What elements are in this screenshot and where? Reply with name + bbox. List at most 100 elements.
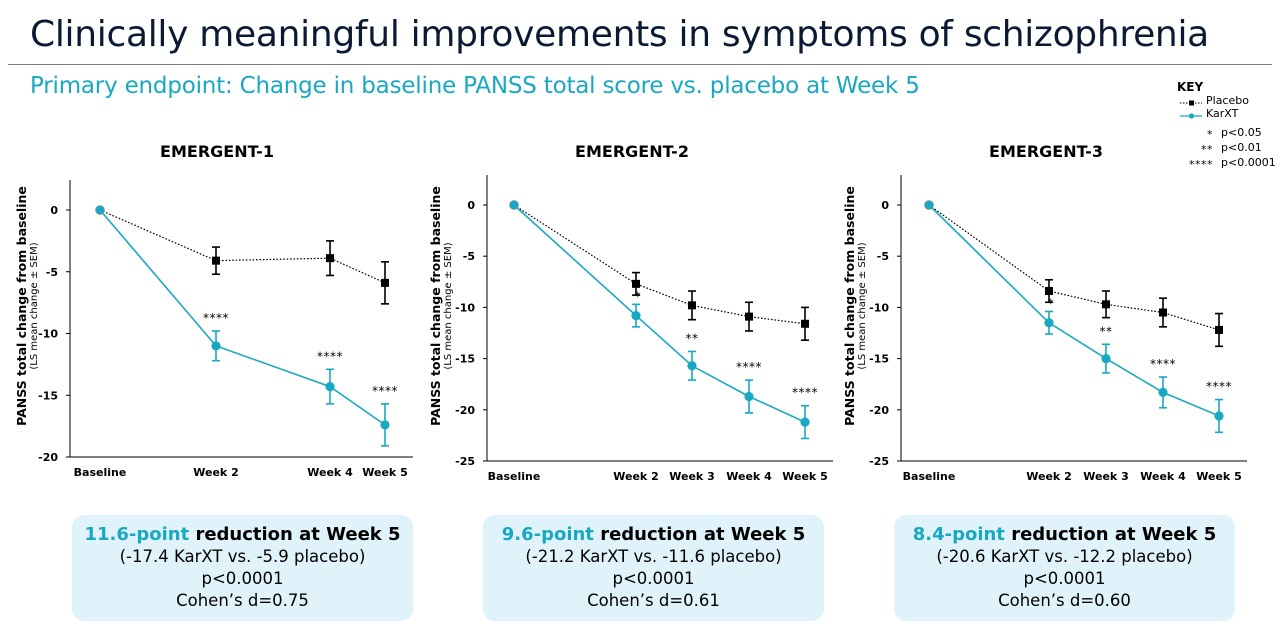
legend-label-karxt: KarXT <box>1206 107 1239 120</box>
legend-item-placebo: Placebo <box>1176 94 1276 107</box>
y-tick-label: -10 <box>869 301 889 314</box>
y-tick-label: -20 <box>869 404 889 417</box>
result-pvalue: p<0.0001 <box>612 569 695 588</box>
x-tick-label: Week 3 <box>1083 470 1128 483</box>
karxt-data-point <box>1044 318 1054 328</box>
title-divider <box>8 64 1272 65</box>
legend: KEY Placebo KarXT * p<0.05 ** p<0.01 ***… <box>1176 80 1276 171</box>
karxt-data-point <box>687 361 697 371</box>
placebo-data-point <box>1215 325 1223 334</box>
page-subtitle: Primary endpoint: Change in baseline PAN… <box>30 73 920 99</box>
placebo-data-point <box>801 319 809 328</box>
x-tick-label: Week 2 <box>1026 470 1071 483</box>
sig-symbol: * <box>1207 128 1213 141</box>
result-cohen: Cohen’s d=0.75 <box>176 591 309 610</box>
result-box-emergent-2: 9.6-point reduction at Week 5 (-21.2 Kar… <box>483 515 824 621</box>
chart-title-emergent-1: EMERGENT-1 <box>160 142 274 161</box>
significance-annotation: **** <box>1150 357 1176 371</box>
placebo-data-point <box>745 312 753 321</box>
result-headline: 8.4-point reduction at Week 5 <box>894 524 1235 546</box>
karxt-legend-icon <box>1180 113 1202 119</box>
placebo-data-point <box>381 278 389 287</box>
karxt-data-point <box>1101 354 1111 364</box>
karxt-data-point <box>211 341 221 351</box>
placebo-data-point <box>632 279 640 288</box>
placebo-data-point <box>688 301 696 310</box>
legend-label-placebo: Placebo <box>1206 94 1249 107</box>
baseline-marker <box>95 205 105 215</box>
sig-symbol: **** <box>1189 158 1213 171</box>
x-tick-label: Week 2 <box>193 466 238 479</box>
y-tick-label: 0 <box>50 204 58 217</box>
y-tick-label: 0 <box>467 199 475 212</box>
y-tick-label: -15 <box>38 389 58 402</box>
karxt-data-point <box>800 417 810 427</box>
x-tick-label: Week 5 <box>782 470 827 483</box>
placebo-legend-icon <box>1180 100 1202 106</box>
x-tick-label: Week 5 <box>1196 470 1241 483</box>
karxt-data-point <box>631 310 641 321</box>
x-tick-label: Baseline <box>488 470 541 483</box>
legend-title: KEY <box>1177 80 1204 94</box>
result-headline-rest: reduction at Week 5 <box>593 524 806 545</box>
result-cohen: Cohen’s d=0.61 <box>587 591 720 610</box>
y-tick-label: -5 <box>46 266 58 279</box>
result-pvalue: p<0.0001 <box>201 569 284 588</box>
placebo-series-line <box>513 204 806 325</box>
karxt-data-point <box>380 420 390 430</box>
y-tick-label: -25 <box>455 455 475 468</box>
y-tick-label: -10 <box>38 328 58 341</box>
x-tick-label: Week 4 <box>307 466 353 479</box>
y-tick-label: -5 <box>463 250 475 263</box>
legend-sig-3: **** p<0.0001 <box>1176 156 1276 171</box>
legend-item-karxt: KarXT <box>1176 107 1276 120</box>
chart-title-emergent-2: EMERGENT-2 <box>575 142 689 161</box>
result-points: 9.6-point <box>501 524 594 545</box>
karxt-data-point <box>325 382 335 392</box>
y-tick-label: -5 <box>877 250 889 263</box>
significance-annotation: **** <box>372 384 398 398</box>
significance-annotation: **** <box>203 311 229 325</box>
result-headline-rest: reduction at Week 5 <box>1004 524 1217 545</box>
y-tick-label: -15 <box>869 353 889 366</box>
legend-sig-1: * p<0.05 <box>1176 126 1276 141</box>
result-detail: (-20.6 KarXT vs. -12.2 placebo) <box>936 547 1193 566</box>
significance-annotation: **** <box>736 360 762 374</box>
significance-annotation: * <box>1048 296 1055 310</box>
significance-annotation: ** <box>686 331 699 345</box>
result-box-emergent-3: 8.4-point reduction at Week 5 (-20.6 Kar… <box>894 515 1235 621</box>
karxt-data-point <box>1158 387 1168 397</box>
x-tick-label: Week 3 <box>669 470 714 483</box>
karxt-data-point <box>744 391 754 402</box>
result-headline: 11.6-point reduction at Week 5 <box>72 524 413 546</box>
y-tick-label: -25 <box>869 455 889 468</box>
significance-annotation: **** <box>1206 380 1232 394</box>
placebo-series-line <box>99 209 386 284</box>
sig-symbol: ** <box>1201 143 1213 156</box>
baseline-marker <box>509 200 519 210</box>
result-headline: 9.6-point reduction at Week 5 <box>483 524 824 546</box>
karxt-data-point <box>1214 411 1224 421</box>
placebo-data-point <box>326 254 334 263</box>
placebo-series-line <box>928 204 1220 331</box>
result-points: 11.6-point <box>84 524 190 545</box>
x-tick-label: Week 5 <box>362 466 407 479</box>
y-tick-label: 0 <box>881 199 889 212</box>
placebo-data-point <box>1102 300 1110 309</box>
y-tick-label: -10 <box>455 301 475 314</box>
karxt-series-line <box>928 204 1220 417</box>
placebo-data-point <box>1159 308 1167 317</box>
x-tick-label: Week 2 <box>613 470 658 483</box>
y-tick-label: -20 <box>38 451 58 464</box>
y-tick-label: -15 <box>455 353 475 366</box>
result-headline-rest: reduction at Week 5 <box>189 524 401 545</box>
significance-annotation: **** <box>792 386 818 400</box>
x-tick-label: Week 4 <box>1140 470 1186 483</box>
x-tick-label: Baseline <box>74 466 127 479</box>
result-detail: (-21.2 KarXT vs. -11.6 placebo) <box>525 547 782 566</box>
karxt-series-line <box>99 209 386 426</box>
sig-label: p<0.01 <box>1221 141 1262 154</box>
result-pvalue: p<0.0001 <box>1023 569 1106 588</box>
baseline-marker <box>924 200 934 210</box>
